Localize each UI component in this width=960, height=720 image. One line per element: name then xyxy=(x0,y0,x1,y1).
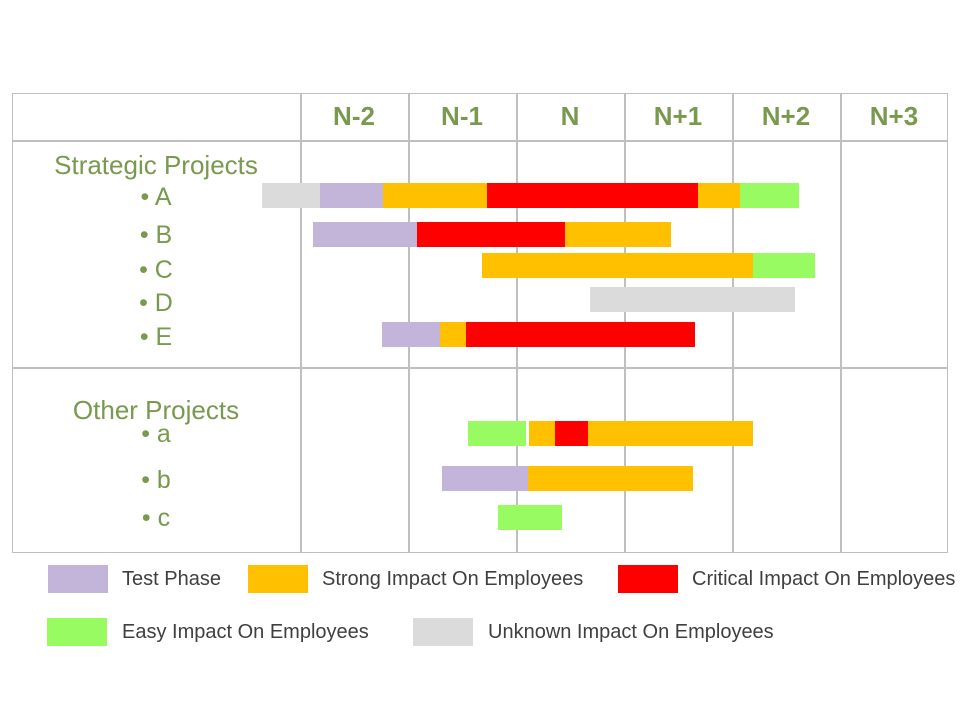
column-header-n+3: N+3 xyxy=(869,101,919,131)
bar-A-strong-segment xyxy=(383,183,487,208)
bar-C-strong-segment xyxy=(482,253,753,278)
legend-swatch-unknown-impact xyxy=(413,618,473,646)
section-divider-line xyxy=(12,367,948,369)
column-header-n-2: N-2 xyxy=(333,101,375,131)
column-header-n+2: N+2 xyxy=(761,101,811,131)
bar-b-strong-segment xyxy=(528,466,693,491)
bar-A-easy-segment xyxy=(740,183,799,208)
row-label-D: • D xyxy=(139,289,173,317)
grid-vline-5 xyxy=(732,93,734,553)
row-label-A: • A xyxy=(140,183,172,211)
legend-label-unknown-impact: Unknown Impact On Employees xyxy=(488,621,774,643)
column-header-n+1: N+1 xyxy=(653,101,703,131)
legend-label-critical-impact: Critical Impact On Employees xyxy=(692,568,956,590)
bar-D-unknown-segment xyxy=(590,287,795,312)
bar-A-unknown-segment xyxy=(262,183,320,208)
bar-a-critical-segment xyxy=(555,421,588,446)
column-header-n-1: N-1 xyxy=(441,101,483,131)
legend-swatch-critical-impact xyxy=(618,565,678,593)
bar-B-critical-segment xyxy=(417,222,565,247)
legend-label-easy-impact: Easy Impact On Employees xyxy=(122,621,369,643)
header-divider-line xyxy=(12,140,948,142)
bar-E-critical-segment xyxy=(466,322,695,347)
bar-A-test-segment xyxy=(320,183,383,208)
bar-B-test-segment xyxy=(313,222,417,247)
bar-E-test-segment xyxy=(382,322,440,347)
row-label-a: • a xyxy=(141,420,171,448)
bar-a-easy-segment xyxy=(468,421,526,446)
row-label-B: • B xyxy=(139,221,173,249)
bar-b-test-segment xyxy=(442,466,528,491)
legend-swatch-strong-impact xyxy=(248,565,308,593)
row-label-C: • C xyxy=(139,256,173,284)
bar-A-strong-segment xyxy=(698,183,740,208)
row-label-b: • b xyxy=(141,466,171,494)
bar-a-strong-segment xyxy=(588,421,753,446)
bar-E-strong-segment xyxy=(440,322,466,347)
column-header-n: N xyxy=(560,101,580,131)
bar-a-strong-segment xyxy=(529,421,555,446)
bar-c-easy-segment xyxy=(498,505,562,530)
table-border xyxy=(12,93,948,553)
grid-vline-1 xyxy=(300,93,302,553)
legend-label-test-phase: Test Phase xyxy=(122,568,221,590)
legend-label-strong-impact: Strong Impact On Employees xyxy=(322,568,584,590)
bar-A-critical-segment xyxy=(487,183,698,208)
bar-C-easy-segment xyxy=(753,253,815,278)
section-title-other-projects: Other Projects xyxy=(72,395,240,425)
grid-vline-6 xyxy=(840,93,842,553)
legend-swatch-easy-impact xyxy=(47,618,107,646)
legend-swatch-test-phase xyxy=(48,565,108,593)
row-label-E: • E xyxy=(139,323,173,351)
section-title-strategic-projects: Strategic Projects xyxy=(54,150,258,180)
row-label-c: • c xyxy=(141,504,171,532)
bar-B-strong-segment xyxy=(565,222,671,247)
